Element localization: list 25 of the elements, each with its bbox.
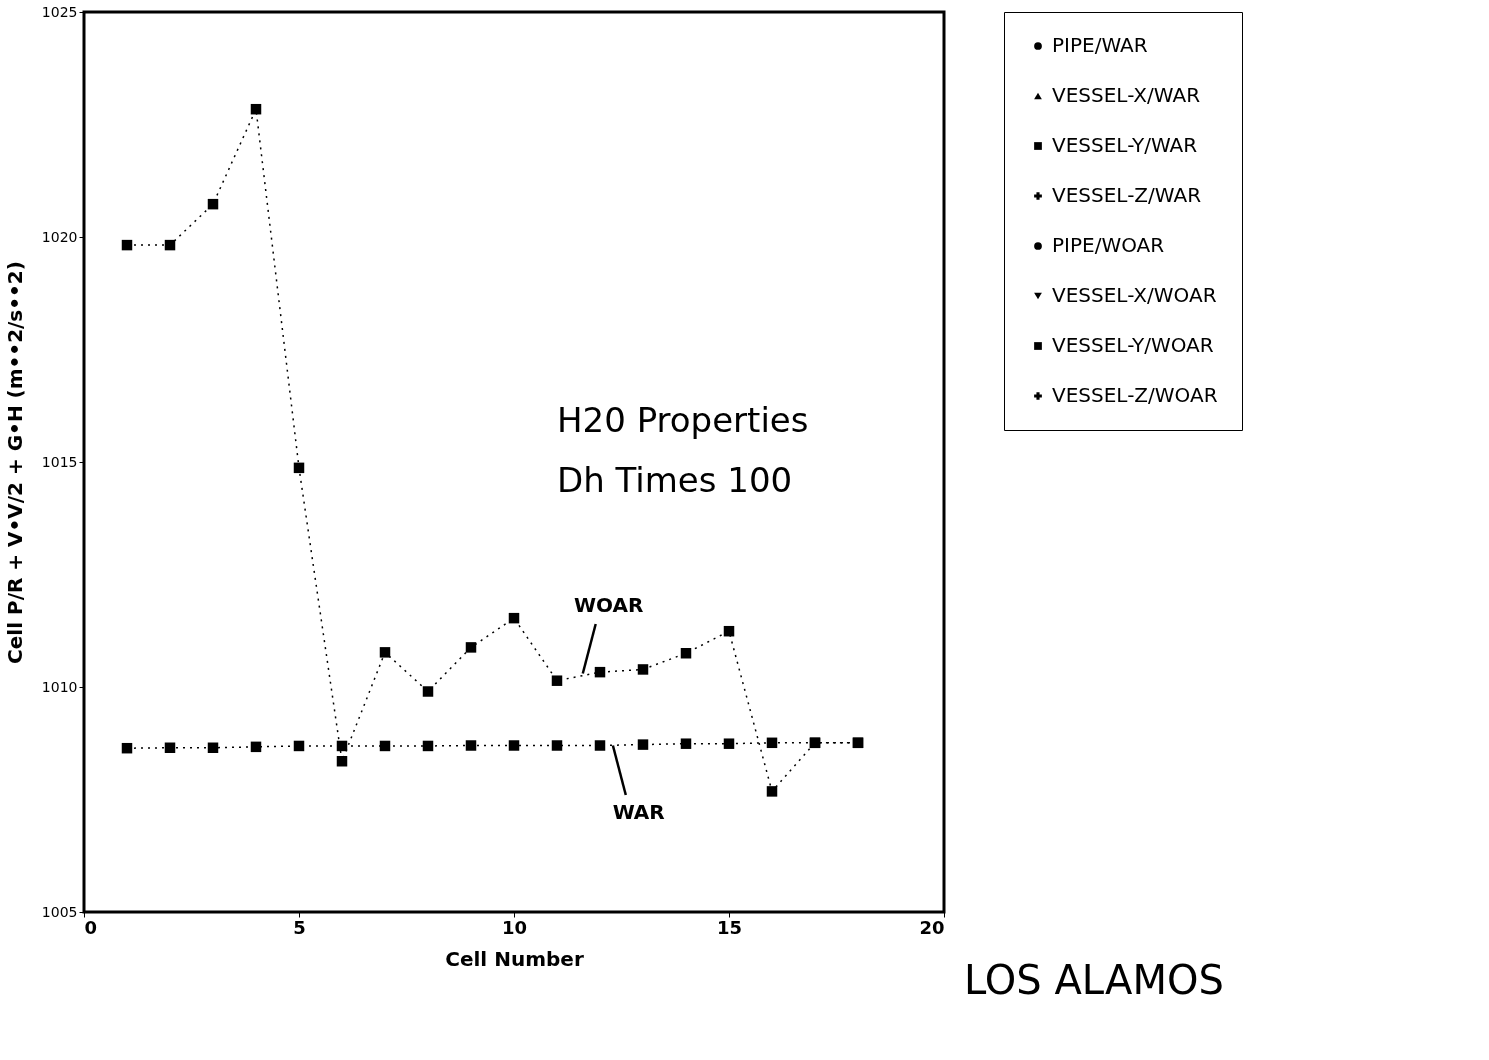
legend-label: PIPE/WOAR xyxy=(1052,233,1165,257)
y-tick-label: 1015 xyxy=(41,453,78,470)
legend-label: VESSEL-Y/WAR xyxy=(1052,133,1198,157)
x-tick-label: 0 xyxy=(84,916,98,938)
annotation: WOAR xyxy=(573,593,644,617)
legend-label: VESSEL-Z/WAR xyxy=(1052,183,1202,207)
annotation: H20 Properties xyxy=(557,400,809,440)
y-tick-label: 1010 xyxy=(41,678,78,695)
legend-label: VESSEL-X/WOAR xyxy=(1052,283,1217,307)
x-axis-title: Cell Number xyxy=(445,946,584,971)
x-tick-label: 20 xyxy=(919,916,945,938)
y-tick-label: 1025 xyxy=(41,3,78,20)
legend-label: VESSEL-X/WAR xyxy=(1052,83,1201,107)
x-tick-label: 5 xyxy=(293,916,306,938)
x-tick-label: 15 xyxy=(716,916,743,938)
legend-label: VESSEL-Y/WOAR xyxy=(1052,333,1214,357)
legend-label: PIPE/WAR xyxy=(1052,33,1148,57)
annotation: Dh Times 100 xyxy=(557,460,793,500)
y-axis-title: Cell P/R + V•V/2 + G•H (m••2/s••2) xyxy=(2,261,27,664)
y-tick-label: 1020 xyxy=(41,228,78,245)
text: LOS ALAMOS xyxy=(964,957,1224,1003)
annotation: WAR xyxy=(612,800,665,824)
y-tick-label: 1005 xyxy=(41,903,78,920)
x-tick-label: 10 xyxy=(501,916,528,938)
legend-label: VESSEL-Z/WOAR xyxy=(1052,383,1218,407)
